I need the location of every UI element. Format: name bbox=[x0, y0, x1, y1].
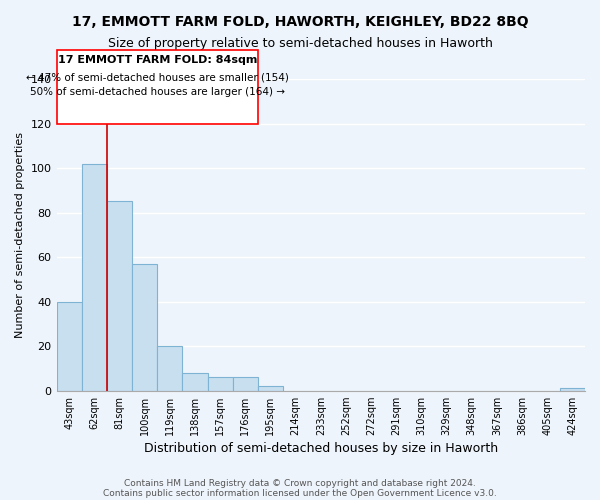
Text: Contains public sector information licensed under the Open Government Licence v3: Contains public sector information licen… bbox=[103, 488, 497, 498]
Text: Contains HM Land Registry data © Crown copyright and database right 2024.: Contains HM Land Registry data © Crown c… bbox=[124, 478, 476, 488]
Text: 17, EMMOTT FARM FOLD, HAWORTH, KEIGHLEY, BD22 8BQ: 17, EMMOTT FARM FOLD, HAWORTH, KEIGHLEY,… bbox=[71, 15, 529, 29]
Text: Size of property relative to semi-detached houses in Haworth: Size of property relative to semi-detach… bbox=[107, 38, 493, 51]
Bar bbox=[82, 164, 107, 390]
Bar bbox=[157, 346, 182, 391]
Text: 50% of semi-detached houses are larger (164) →: 50% of semi-detached houses are larger (… bbox=[30, 88, 285, 98]
Text: 17 EMMOTT FARM FOLD: 84sqm: 17 EMMOTT FARM FOLD: 84sqm bbox=[58, 55, 257, 65]
Bar bbox=[107, 202, 132, 390]
Y-axis label: Number of semi-detached properties: Number of semi-detached properties bbox=[15, 132, 25, 338]
Bar bbox=[182, 373, 208, 390]
Bar bbox=[560, 388, 585, 390]
X-axis label: Distribution of semi-detached houses by size in Haworth: Distribution of semi-detached houses by … bbox=[144, 442, 498, 455]
Bar bbox=[258, 386, 283, 390]
Bar bbox=[56, 302, 82, 390]
Text: ← 47% of semi-detached houses are smaller (154): ← 47% of semi-detached houses are smalle… bbox=[26, 72, 289, 83]
Bar bbox=[233, 378, 258, 390]
Bar bbox=[208, 378, 233, 390]
Bar bbox=[132, 264, 157, 390]
